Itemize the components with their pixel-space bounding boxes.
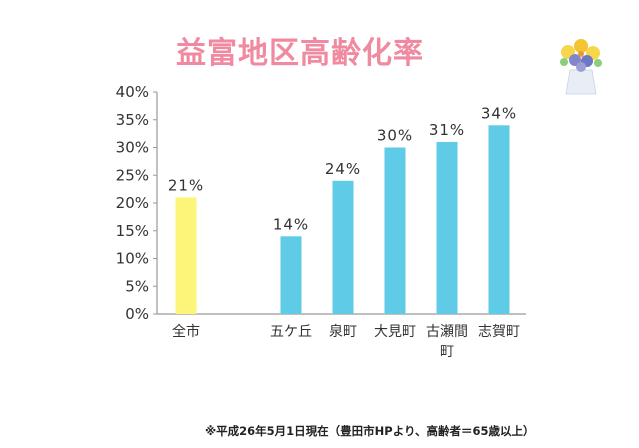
- bar-3: [332, 180, 354, 314]
- y-tick-label: 5%: [125, 277, 149, 295]
- data-label: 21%: [168, 176, 204, 194]
- y-tick-label: 10%: [116, 250, 149, 268]
- x-tick-label: 大見町: [374, 324, 416, 340]
- flower-bouquet-icon: [560, 39, 602, 95]
- y-tick-label: 25%: [116, 166, 149, 184]
- data-label: 24%: [325, 160, 361, 178]
- data-label: 31%: [429, 121, 465, 139]
- data-label: 34%: [481, 104, 517, 122]
- chart-title: 益富地区高齢化率: [176, 36, 424, 71]
- y-tick-label: 35%: [116, 111, 149, 129]
- y-tick-label: 40%: [116, 83, 149, 101]
- x-tick-label: 志賀町: [478, 324, 520, 340]
- x-tick-label: 全市: [172, 323, 200, 340]
- data-label: 30%: [377, 127, 413, 145]
- y-tick-label: 30%: [116, 139, 149, 157]
- x-tick-label: 五ケ丘: [270, 324, 312, 340]
- source-note: ※平成26年5月1日現在（豊田市HPより、高齢者＝65歳以上）: [205, 424, 535, 438]
- bar-4: [384, 147, 406, 314]
- bar-0: [175, 197, 197, 314]
- y-tick-label: 0%: [125, 305, 149, 323]
- x-tick-label: 古瀬間: [426, 324, 468, 340]
- bar-2: [280, 236, 302, 314]
- y-tick-label: 20%: [116, 194, 149, 212]
- x-tick-label: 泉町: [329, 323, 357, 340]
- x-tick-label: 町: [440, 344, 454, 360]
- data-label: 14%: [273, 215, 309, 233]
- bar-6: [488, 125, 510, 314]
- bars: 21% 14% 24% 30% 31% 34%: [168, 104, 517, 314]
- bar-5: [436, 141, 458, 314]
- y-tick-label: 15%: [116, 222, 149, 240]
